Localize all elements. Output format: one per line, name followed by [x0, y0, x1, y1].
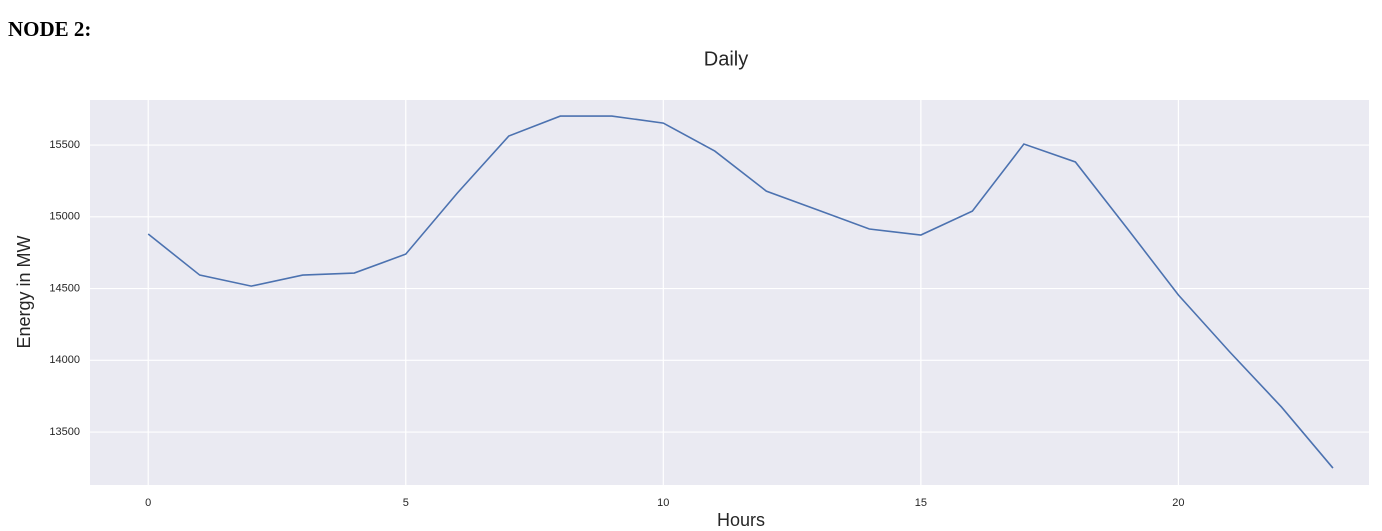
data-line	[147, 115, 1334, 469]
y-tick-label: 14000	[49, 354, 80, 366]
x-tick-label: 5	[403, 497, 409, 509]
x-tick-label: 0	[145, 497, 151, 509]
y-axis-label: Energy in MW	[14, 235, 34, 348]
section-header: NODE 2:	[8, 17, 92, 41]
y-tick-label: 14500	[49, 282, 80, 294]
plot-background	[90, 100, 1369, 485]
chart-title: Daily	[704, 48, 748, 70]
y-tick-label: 13500	[49, 426, 80, 438]
x-axis-label: Hours	[717, 510, 765, 530]
x-tick-label: 15	[915, 497, 927, 509]
y-tick-label: 15000	[49, 211, 80, 223]
y-tick-label: 15500	[49, 139, 80, 151]
x-tick-label: 20	[1172, 497, 1184, 509]
x-tick-label: 10	[657, 497, 669, 509]
